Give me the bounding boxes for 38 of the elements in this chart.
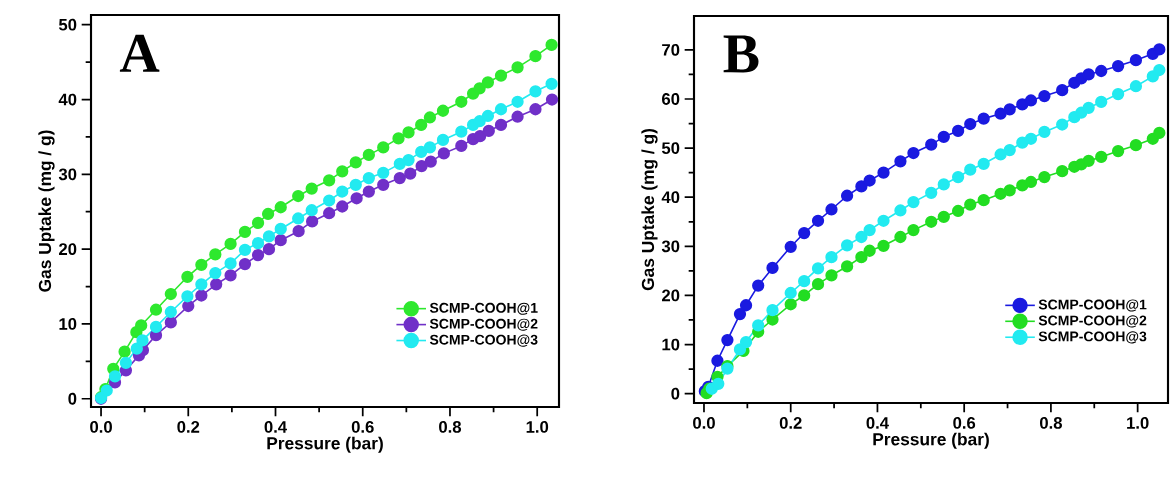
y-tick-label: 10 — [59, 318, 77, 330]
legend-label: SCMP-COOH@2 — [429, 318, 538, 331]
y-tick-label: 60 — [662, 93, 680, 105]
x-tick-label: 0.8 — [1039, 417, 1062, 429]
y-tick-label: 20 — [59, 243, 77, 256]
y-tick-label: 40 — [661, 191, 680, 204]
y-tick-label: 20 — [662, 289, 680, 302]
x-axis-title: Pressure (bar) — [267, 436, 383, 453]
x-tick-label: 1.0 — [1127, 417, 1149, 429]
y-tick-label: 30 — [661, 240, 680, 253]
y-tick-label: 50 — [661, 142, 680, 155]
x-axis-title: Pressure (bar) — [873, 432, 989, 449]
y-tick-label: 0 — [671, 387, 680, 400]
y-tick-label: 40 — [58, 93, 77, 106]
legend-label: SCMP-COOH@3 — [429, 334, 538, 347]
x-tick-label: 0.2 — [779, 417, 802, 429]
legend-label: SCMP-COOH@1 — [1038, 299, 1147, 312]
x-tick-label: 1.0 — [526, 421, 549, 433]
y-tick-label: 70 — [662, 43, 680, 56]
x-tick-label: 0.4 — [264, 421, 287, 433]
x-tick-label: 0.8 — [439, 421, 462, 433]
y-axis-title: Gas Uptake (mg / g) — [38, 130, 55, 292]
legend-label: SCMP-COOH@2 — [1038, 315, 1147, 328]
x-tick-label: 0.6 — [953, 417, 976, 429]
x-tick-label: 0.2 — [177, 421, 200, 433]
annotation: B — [723, 35, 759, 73]
x-tick-label: 0.0 — [90, 421, 112, 433]
y-tick-label: 30 — [58, 168, 77, 181]
legend-label: SCMP-COOH@3 — [1038, 331, 1147, 344]
x-tick-label: 0.6 — [351, 421, 374, 433]
x-tick-label: 0.4 — [866, 417, 889, 429]
y-tick-label: 0 — [68, 392, 77, 405]
y-tick-label: 50 — [58, 18, 77, 31]
y-tick-label: 10 — [662, 338, 680, 351]
legend-label: SCMP-COOH@1 — [429, 302, 538, 315]
y-axis-title: Gas Uptake (mg / g) — [641, 128, 658, 291]
annotation: A — [119, 34, 160, 72]
x-tick-label: 0.0 — [693, 417, 715, 429]
